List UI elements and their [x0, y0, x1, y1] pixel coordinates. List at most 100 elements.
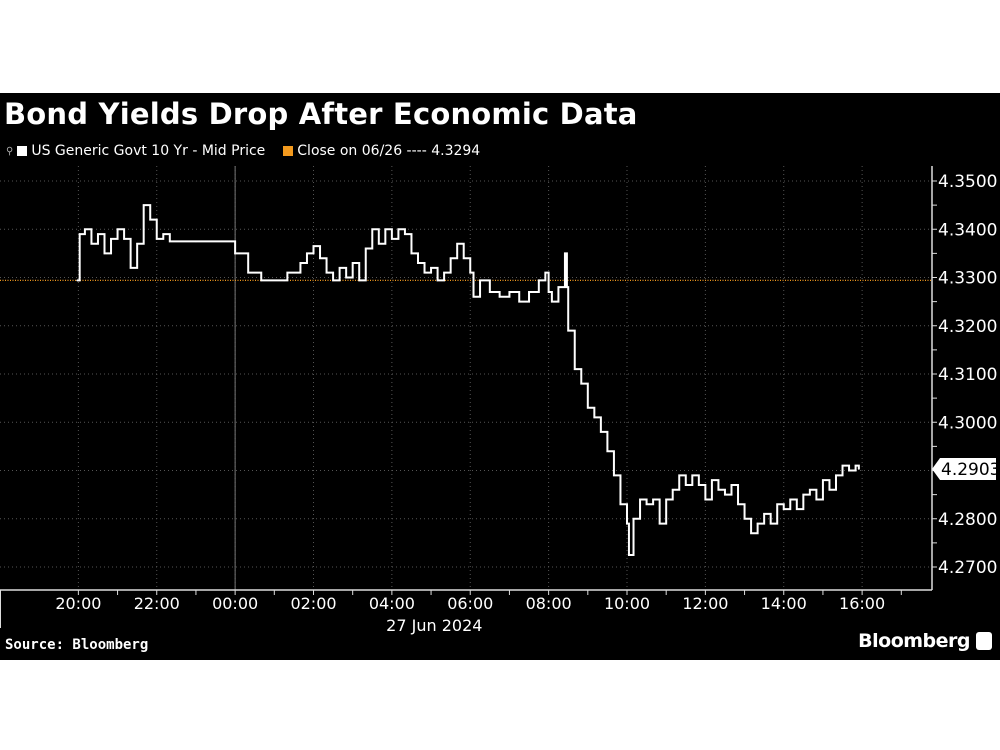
last-value-badge	[932, 458, 996, 481]
yield-data-point	[231, 240, 233, 243]
yield-data-point	[479, 279, 481, 282]
yield-data-point	[769, 522, 772, 525]
x-tick-label: 04:00	[369, 594, 415, 613]
yield-data-point	[658, 522, 661, 525]
yield-data-point	[750, 532, 752, 535]
x-tick-label: 12:00	[682, 594, 728, 613]
yield-data-point	[665, 498, 667, 501]
yield-data-point	[325, 271, 328, 274]
y-tick-label: 4.3500	[938, 172, 997, 192]
yield-data-point	[717, 489, 720, 491]
yield-data-point	[142, 204, 145, 206]
y-tick-label: 4.3000	[938, 413, 997, 433]
yield-data-point	[155, 238, 158, 240]
yield-data-point	[858, 468, 860, 470]
yield-data-point	[162, 233, 165, 235]
yield-data-point	[730, 484, 733, 486]
yield-data-point	[462, 257, 465, 260]
yield-data-point	[776, 503, 779, 506]
legend-swatch-yield	[17, 146, 28, 156]
x-tick-label: 16:00	[839, 594, 885, 613]
yield-data-point	[587, 406, 589, 409]
yield-data-point	[391, 238, 393, 240]
yield-data-point	[378, 242, 380, 245]
yield-data-point	[319, 257, 321, 260]
yield-data-point	[567, 329, 570, 332]
yield-data-point	[737, 503, 739, 506]
yield-data-point	[564, 252, 566, 255]
yield-data-point	[671, 489, 674, 491]
bloomberg-chart-icon	[976, 632, 992, 650]
yield-data-point	[234, 252, 236, 255]
yield-data-point	[835, 474, 837, 477]
yield-data-point	[626, 522, 628, 525]
yield-data-point	[149, 218, 152, 221]
yield-data-point	[854, 464, 857, 467]
yield-data-point	[384, 228, 387, 231]
legend: ⚲ US Generic Govt 10 Yr - Mid Price Clos…	[6, 143, 480, 159]
yield-data-point	[711, 479, 713, 481]
yield-data-point	[639, 498, 641, 501]
yield-data-point	[136, 242, 138, 245]
yield-data-point	[691, 474, 694, 477]
yield-data-point	[338, 267, 341, 269]
yield-data-point	[809, 489, 811, 491]
yield-data-point	[828, 489, 831, 491]
yield-data-point	[430, 267, 432, 269]
yield-data-point	[822, 479, 824, 481]
source-note: Source: Bloomberg	[5, 637, 149, 653]
yield-data-point	[84, 228, 86, 231]
yield-data-point	[351, 262, 354, 264]
yield-data-point	[436, 279, 439, 282]
yield-data-point	[815, 498, 818, 501]
yield-data-point	[489, 291, 491, 293]
yield-data-point	[417, 262, 419, 264]
yield-data-point	[247, 271, 249, 274]
yield-data-point	[449, 257, 452, 260]
yield-data-point	[90, 242, 93, 245]
legend-label-yield: US Generic Govt 10 Yr - Mid Price	[31, 143, 266, 159]
yield-data-point	[423, 271, 426, 274]
yield-data-point	[573, 368, 576, 370]
yield-data-point	[299, 262, 302, 264]
yield-data-point	[802, 493, 805, 496]
yield-data-point	[306, 252, 308, 255]
yield-data-point	[551, 300, 553, 303]
y-tick-label: 4.2800	[938, 510, 997, 530]
yield-data-point	[678, 474, 681, 477]
yield-data-point	[123, 238, 125, 240]
chart-panel	[0, 93, 1000, 660]
yield-data-point	[410, 252, 413, 255]
yield-data-point	[652, 498, 654, 501]
yield-data-point	[283, 279, 285, 282]
last-value-label: 4.2903	[941, 460, 1000, 480]
x-tick-label: 20:00	[55, 594, 101, 613]
yield-data-point	[580, 382, 583, 385]
y-tick-label: 4.3100	[938, 365, 997, 385]
yield-data-point	[195, 240, 197, 243]
yield-data-point	[404, 233, 406, 235]
bloomberg-logo: Bloomberg	[858, 630, 992, 652]
yield-data-point	[841, 464, 844, 467]
yield-data-point	[110, 238, 112, 240]
yield-data-point	[606, 450, 609, 453]
yield-data-point	[544, 271, 547, 274]
yield-data-point	[538, 279, 540, 282]
yield-data-point	[645, 503, 648, 506]
y-tick-label: 4.3400	[938, 220, 997, 240]
x-tick-label: 22:00	[134, 594, 180, 613]
yield-data-point	[698, 484, 700, 486]
yield-data-point	[345, 276, 347, 279]
yield-data-point	[756, 522, 759, 525]
brand-name: Bloomberg	[858, 630, 970, 652]
yield-data-point	[76, 279, 78, 282]
yield-data-point	[547, 291, 550, 293]
yield-data-point	[632, 517, 635, 520]
yield-data-point	[312, 245, 315, 247]
yield-data-point	[397, 228, 400, 231]
yield-data-point	[97, 233, 99, 235]
yield-data-point	[704, 498, 707, 501]
x-tick-label: 06:00	[447, 594, 493, 613]
yield-data-point	[443, 271, 445, 274]
yield-data-point	[472, 296, 475, 298]
